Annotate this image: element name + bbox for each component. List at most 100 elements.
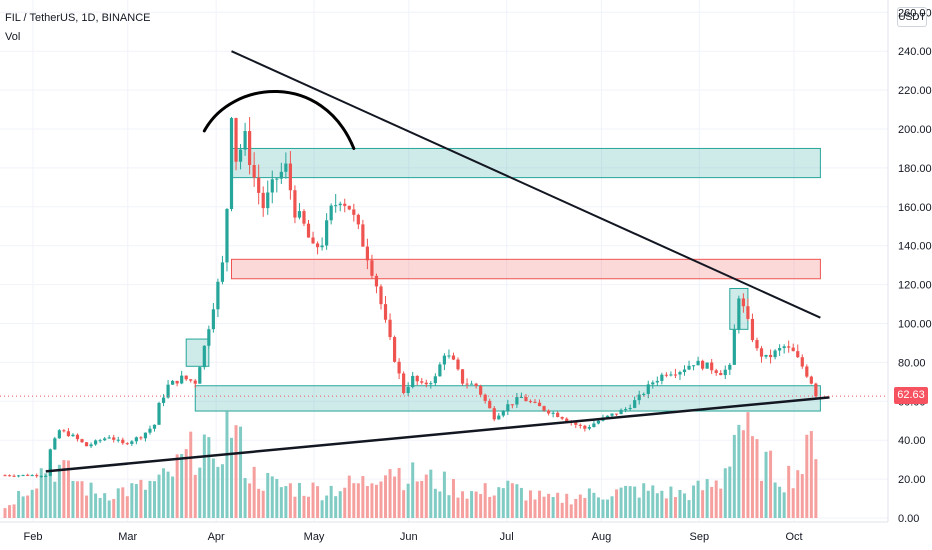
- candle-body: [796, 351, 800, 358]
- candle-body: [94, 440, 98, 445]
- candle-body: [556, 412, 560, 418]
- candle-body: [116, 439, 120, 441]
- candle-body: [338, 203, 342, 206]
- volume-bar: [528, 490, 532, 518]
- volume-bar: [352, 483, 356, 518]
- candle-body: [184, 375, 188, 380]
- volume-bar: [220, 464, 224, 518]
- volume-bar: [474, 491, 478, 518]
- candle-body: [148, 428, 152, 433]
- volume-bar: [547, 493, 551, 518]
- candle-body: [451, 355, 456, 360]
- candle-body: [791, 347, 795, 352]
- volume-bar: [175, 454, 179, 518]
- candle-body: [483, 394, 487, 401]
- candle-body: [243, 131, 247, 150]
- candle-body: [633, 400, 637, 408]
- volume-bar: [492, 495, 496, 518]
- volume-bar: [732, 434, 736, 518]
- volume-bar: [574, 498, 578, 518]
- candle-body: [44, 475, 48, 477]
- candle-body: [361, 224, 365, 247]
- volume-bar: [728, 466, 732, 518]
- time-axis[interactable]: Feb Mar Apr May Jun Jul Aug Sep Oct: [24, 531, 803, 543]
- volume-bar: [53, 481, 57, 518]
- volume-bar: [542, 496, 546, 518]
- volume-bar: [365, 486, 369, 518]
- volume-bar: [284, 486, 288, 518]
- candle-body: [610, 413, 614, 416]
- candle-body: [125, 443, 129, 445]
- candle-body: [26, 474, 30, 476]
- volume-bar: [451, 479, 455, 518]
- candle-body: [261, 192, 265, 209]
- candle-body: [406, 387, 410, 393]
- candle-body: [474, 383, 478, 386]
- candle-body: [411, 375, 415, 388]
- y-tick-label: 220.00: [898, 85, 932, 97]
- candle-body: [678, 372, 682, 375]
- volume-bar: [198, 467, 202, 518]
- candle-body: [279, 171, 283, 179]
- candle-body: [746, 306, 750, 319]
- volume-bar: [447, 495, 451, 518]
- candle-body: [257, 177, 261, 193]
- volume-bar: [442, 471, 446, 518]
- candle-body: [560, 417, 564, 419]
- candle-body: [741, 298, 745, 307]
- volume-bar: [356, 483, 360, 518]
- candle-body: [143, 432, 148, 439]
- candle-body: [89, 444, 93, 447]
- volume-bar: [615, 489, 619, 518]
- volume-bar: [587, 488, 591, 518]
- candle-body: [465, 383, 469, 385]
- volume-bar: [21, 496, 25, 518]
- volume-bar: [551, 497, 555, 518]
- volume-bar: [275, 478, 279, 518]
- volume-bar: [737, 424, 741, 518]
- candle-body: [696, 360, 700, 366]
- candle-body: [782, 346, 786, 349]
- volume-bar: [664, 498, 668, 518]
- candle-body: [764, 354, 768, 357]
- currency-selector[interactable]: USDT: [897, 7, 927, 27]
- candle-body: [488, 400, 492, 409]
- candle-body: [284, 163, 288, 172]
- volume-bar: [683, 493, 686, 518]
- candle-body: [596, 420, 601, 424]
- volume-bar: [171, 476, 175, 518]
- candle-body: [311, 237, 315, 244]
- candle-body: [53, 438, 57, 450]
- candle-body: [574, 422, 578, 425]
- volume-bar: [510, 483, 514, 518]
- volume-bar: [103, 493, 107, 518]
- volume-bar: [741, 430, 745, 518]
- volume-bar: [80, 481, 84, 518]
- price-axis[interactable]: 0.0020.0040.0060.0080.00100.00120.00140.…: [898, 7, 932, 525]
- candle-body: [438, 364, 442, 377]
- candle-body: [343, 203, 347, 206]
- candle-body: [266, 192, 270, 209]
- volume-bar: [456, 497, 460, 518]
- candle-body: [768, 354, 773, 358]
- volume-bar: [778, 486, 782, 518]
- candle-body: [528, 401, 533, 403]
- volume-bar: [787, 465, 791, 518]
- volume-bar: [257, 488, 261, 518]
- candle-body: [392, 337, 397, 362]
- y-tick-label: 20.00: [898, 474, 926, 486]
- candle-body: [207, 329, 211, 346]
- candle-body: [402, 373, 406, 393]
- volume-bar: [252, 466, 256, 518]
- volume-bar: [39, 468, 43, 518]
- candle-body: [537, 402, 542, 407]
- volume-bar: [75, 481, 79, 518]
- y-tick-label: 140.00: [898, 241, 932, 253]
- candle-body: [57, 430, 61, 439]
- candle-body: [456, 359, 460, 370]
- candle-body: [216, 281, 220, 310]
- candle-body: [379, 286, 383, 305]
- candle-body: [651, 382, 655, 385]
- candle-body: [21, 474, 25, 476]
